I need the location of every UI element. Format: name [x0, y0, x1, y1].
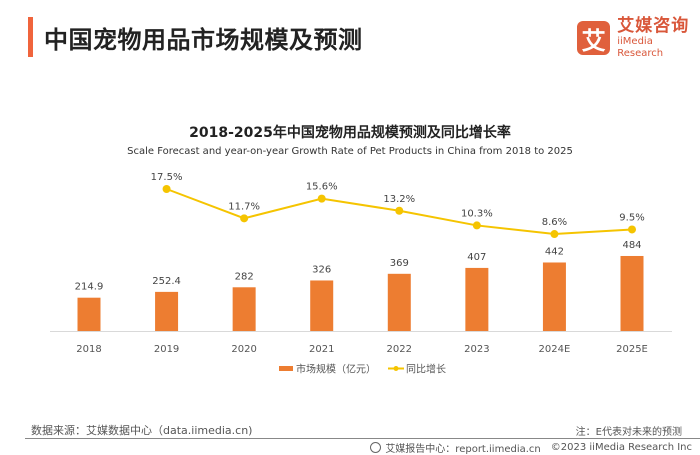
growth-point — [240, 214, 249, 223]
legend-swatch-marker — [393, 366, 399, 371]
bar-value-label: 282 — [235, 271, 254, 282]
bar — [155, 291, 179, 331]
bar — [542, 262, 566, 331]
title-accent-bar — [28, 17, 33, 57]
report-center-link[interactable]: 艾媒报告中心：report.iimedia.cn — [385, 444, 541, 455]
bar-value-label: 484 — [622, 240, 641, 251]
bar-value-label: 442 — [545, 246, 564, 257]
bar — [232, 287, 256, 331]
growth-point — [162, 185, 171, 193]
forecast-note: 注：E代表对未来的预测 — [575, 427, 682, 438]
bar — [387, 273, 411, 331]
x-tick-label: 2022 — [387, 344, 412, 355]
bar — [310, 280, 334, 331]
footer-divider — [25, 438, 700, 439]
growth-value-label: 17.5% — [151, 172, 183, 183]
growth-value-label: 13.2% — [383, 194, 415, 205]
growth-value-label: 9.5% — [619, 212, 644, 223]
chart-title: 2018-2025年中国宠物用品规模预测及同比增长率 — [189, 125, 511, 141]
bar-value-label: 407 — [467, 252, 486, 263]
growth-value-label: 10.3% — [461, 208, 493, 219]
growth-point — [550, 230, 559, 239]
bar-value-label: 369 — [390, 258, 409, 269]
legend-label-bar: 市场规模（亿元） — [296, 363, 376, 376]
report-center-icon — [370, 442, 382, 453]
legend-swatch-bar — [279, 366, 293, 371]
legend: 市场规模（亿元） 同比增长 — [279, 363, 446, 376]
x-tick-label: 2025E — [616, 344, 648, 355]
page-title: 中国宠物用品市场规模及预测 — [44, 26, 363, 54]
x-tick-label: 2018 — [76, 344, 101, 355]
growth-point — [472, 221, 481, 230]
growth-value-label: 11.7% — [228, 201, 260, 212]
growth-point — [395, 206, 404, 215]
x-tick-label: 2019 — [154, 344, 179, 355]
growth-value-label: 8.6% — [542, 217, 567, 228]
logo-name-en: iiMedia Research — [617, 36, 664, 59]
bar-value-label: 252.4 — [152, 276, 181, 287]
x-tick-label: 2023 — [464, 344, 489, 355]
chart-subtitle: Scale Forecast and year-on-year Growth R… — [127, 146, 573, 157]
x-tick-label: 2020 — [231, 344, 256, 355]
bar-value-label: 326 — [312, 264, 331, 275]
logo-mark-icon: 艾 — [577, 21, 611, 55]
legend-label-line: 同比增长 — [406, 363, 446, 376]
logo: 艾 艾媒咨询 iiMedia Research — [577, 16, 700, 60]
footer: 艾媒报告中心：report.iimedia.cn ©2023 iiMedia R… — [370, 440, 692, 455]
growth-value-label: 15.6% — [306, 182, 338, 193]
growth-point — [628, 225, 636, 234]
x-tick-label: 2021 — [309, 344, 334, 355]
x-tick-label: 2024E — [539, 344, 571, 355]
bar — [465, 267, 489, 331]
bar-value-label: 214.9 — [75, 282, 104, 293]
copyright: ©2023 iiMedia Research Inc — [550, 442, 692, 453]
logo-name-cn: 艾媒咨询 — [617, 16, 690, 36]
bar — [77, 297, 101, 331]
data-source: 数据来源：艾媒数据中心（data.iimedia.cn) — [31, 424, 253, 437]
bar — [620, 255, 644, 331]
growth-point — [317, 194, 326, 203]
